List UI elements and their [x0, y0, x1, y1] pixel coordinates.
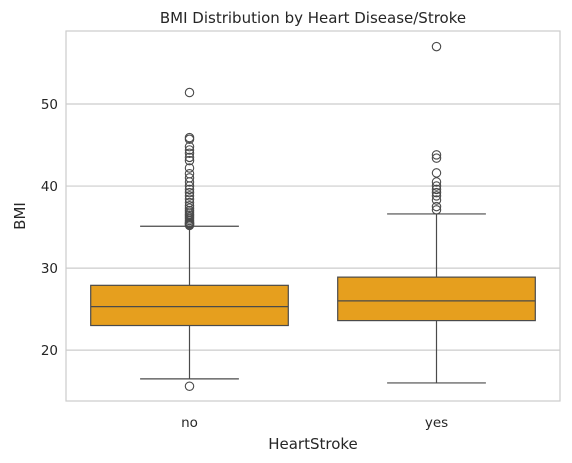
outlier-point — [184, 381, 195, 391]
outlier-point — [431, 168, 442, 178]
outlier-point — [184, 87, 195, 98]
outlier-point — [431, 177, 442, 187]
x-tick-label: no — [181, 415, 198, 431]
plot-frame — [65, 30, 561, 402]
chart-title: BMI Distribution by Heart Disease/Stroke — [160, 9, 466, 27]
x-tick-label: yes — [425, 415, 448, 431]
y-tick-labels: 20 30 40 50 — [41, 97, 58, 359]
iqr-box — [90, 284, 289, 327]
outlier-point — [184, 194, 195, 204]
outlier-point — [184, 148, 195, 158]
outlier-point — [431, 150, 442, 160]
outlier-point — [431, 195, 442, 205]
box-layer — [90, 41, 536, 391]
outlier-point — [431, 181, 442, 191]
iqr-box — [337, 276, 536, 322]
y-tick-label: 40 — [41, 179, 58, 195]
outlier-point — [184, 197, 195, 208]
outlier-point — [431, 191, 442, 201]
gridlines — [66, 103, 560, 351]
y-tick-label: 50 — [41, 97, 58, 113]
outlier-point — [184, 132, 195, 143]
y-tick-label: 20 — [41, 343, 58, 359]
outlier-point — [184, 173, 195, 183]
y-axis-label: BMI — [11, 202, 29, 230]
outlier-point — [184, 141, 195, 152]
box-group-no — [90, 87, 289, 391]
x-axis-label: HeartStroke — [268, 435, 358, 453]
y-tick-label: 30 — [41, 261, 58, 277]
outlier-point — [184, 145, 195, 155]
outlier-point — [431, 187, 442, 198]
outlier-point — [431, 184, 442, 195]
x-tick-labels: no yes — [181, 415, 448, 431]
outlier-point — [431, 205, 442, 215]
outlier-point — [184, 155, 195, 166]
outlier-point — [184, 152, 195, 163]
outlier-point — [184, 203, 195, 213]
outlier-point — [431, 153, 442, 163]
outlier-point — [431, 41, 442, 52]
box-group-yes — [337, 41, 536, 384]
outlier-point — [431, 201, 442, 212]
outlier-point — [184, 184, 195, 195]
outlier-point — [184, 168, 195, 179]
outlier-point — [184, 200, 195, 211]
outlier-point — [184, 191, 195, 201]
outlier-point — [184, 187, 195, 198]
outlier-point — [184, 163, 195, 173]
